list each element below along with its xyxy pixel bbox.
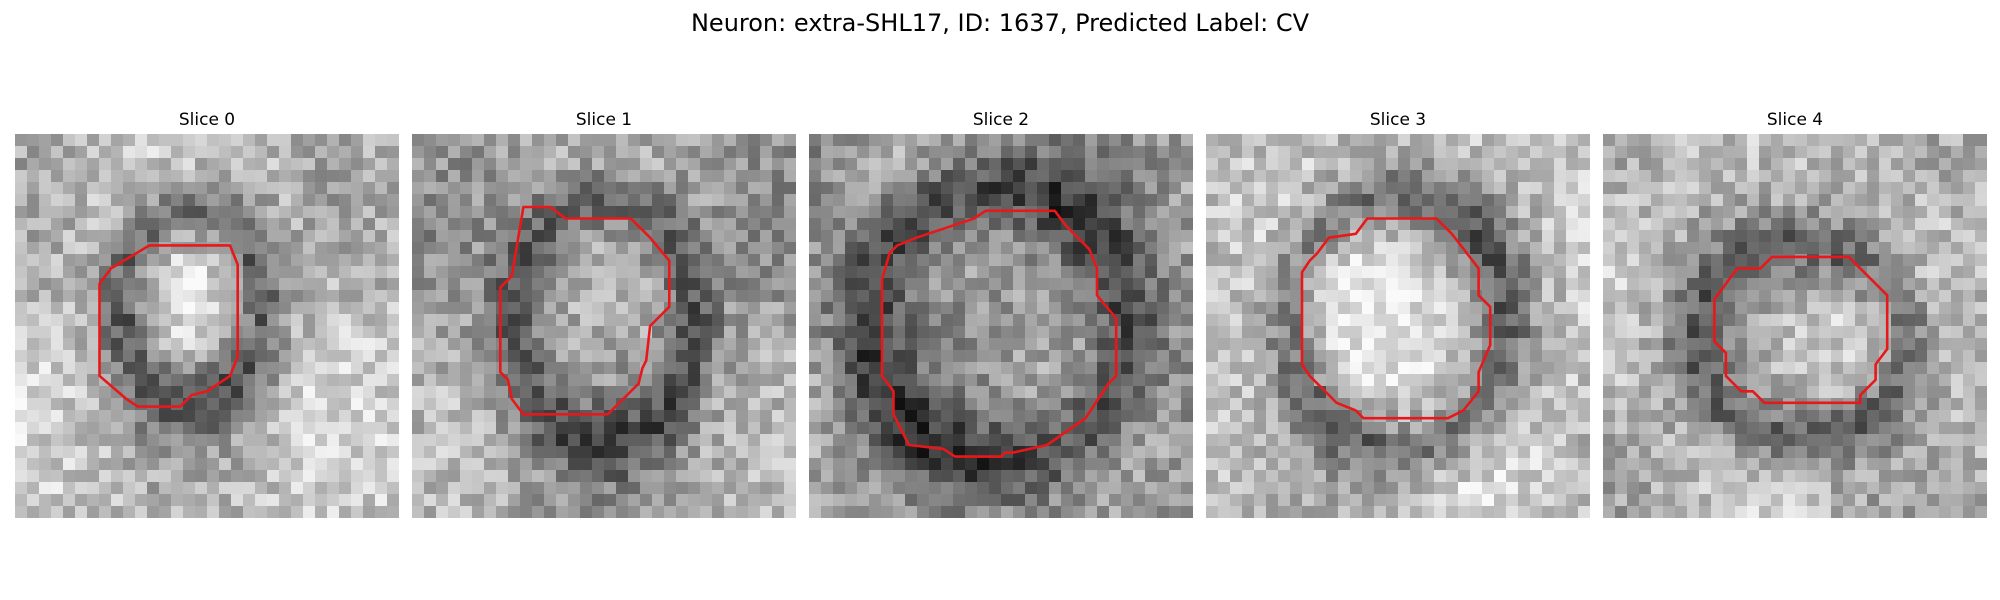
cell-contour (98, 244, 239, 408)
slice-image-0 (15, 134, 399, 518)
pixel-grid (1603, 134, 1987, 518)
slice-title-4: Slice 4 (1766, 110, 1824, 130)
slice-image-1 (412, 134, 796, 518)
cell-contour (1300, 217, 1492, 420)
pixel-grid (15, 134, 399, 518)
slice-title-1: Slice 1 (575, 110, 633, 130)
pixel-grid (1206, 134, 1590, 518)
cell-contour (880, 209, 1118, 458)
cell-contour (1713, 255, 1889, 405)
pixel-grid (809, 134, 1193, 518)
pixel-grid (412, 134, 796, 518)
figure-title: Neuron: extra-SHL17, ID: 1637, Predicted… (690, 9, 1310, 37)
slice-image-3 (1206, 134, 1590, 518)
slice-image-4 (1603, 134, 1987, 518)
slice-title-0: Slice 0 (178, 110, 236, 130)
slice-title-2: Slice 2 (972, 110, 1030, 130)
slice-title-3: Slice 3 (1369, 110, 1427, 130)
cell-contour (499, 205, 671, 416)
slice-image-2 (809, 134, 1193, 518)
